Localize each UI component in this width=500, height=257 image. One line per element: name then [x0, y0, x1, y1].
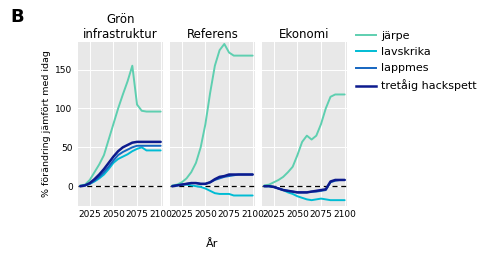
Y-axis label: % förändring jämfört med idag: % förändring jämfört med idag [42, 51, 51, 197]
Legend: järpe, lavskrika, lappmes, tretåig hackspett: järpe, lavskrika, lappmes, tretåig hacks… [356, 31, 476, 91]
Text: B: B [10, 8, 24, 26]
Title: Referens: Referens [186, 28, 238, 41]
Text: År: År [206, 239, 218, 249]
Title: Ekonomi: Ekonomi [280, 28, 330, 41]
Title: Grön
infrastruktur: Grön infrastruktur [83, 13, 158, 41]
